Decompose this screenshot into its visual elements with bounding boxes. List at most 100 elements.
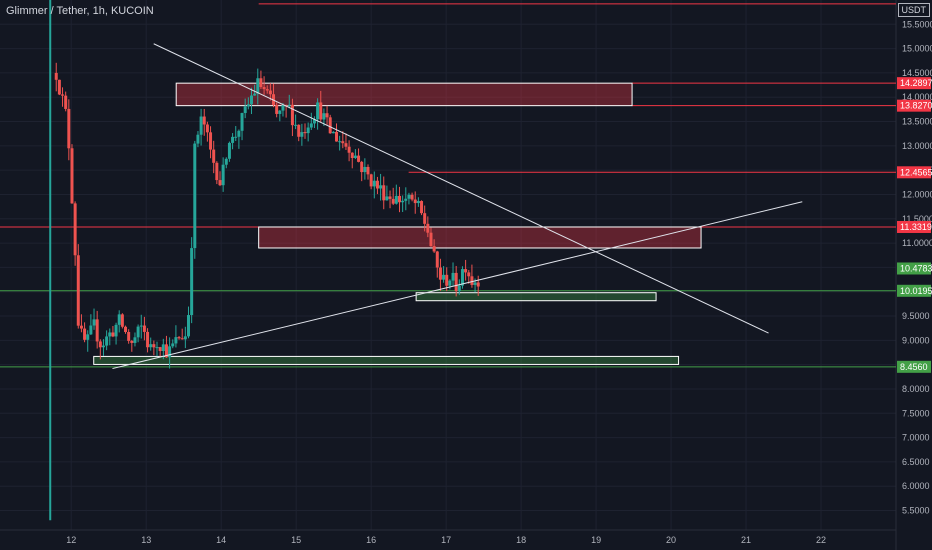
x-tick-label: 12 (66, 535, 76, 545)
candle-body (168, 346, 172, 358)
candle-body (67, 108, 71, 149)
candle-body (253, 93, 257, 96)
candle-body (161, 344, 165, 352)
x-tick-label: 20 (666, 535, 676, 545)
candle-body (54, 72, 58, 80)
price-label-bg (897, 77, 931, 90)
candle-body (158, 347, 162, 352)
candle-body (347, 146, 351, 153)
candle-body (127, 331, 131, 341)
zone-box-red (175, 82, 633, 107)
candle-body (331, 131, 335, 134)
candle-body (193, 143, 197, 249)
symbol-title: Glimmer / Tether, 1h, KUCOIN (6, 5, 154, 17)
candle-body (190, 248, 194, 316)
candle-body (372, 180, 376, 187)
candle-body (86, 334, 90, 340)
candle-body (303, 132, 307, 134)
price-label: 13.8270 (900, 101, 932, 111)
candle-body (124, 326, 128, 332)
trendline (153, 43, 769, 334)
candle-body (183, 336, 187, 340)
candle-body (335, 131, 339, 142)
candle-body (221, 164, 225, 186)
price-label-bg (897, 220, 931, 233)
candle-body (268, 90, 272, 95)
y-tick-label: 6.5000 (902, 457, 930, 467)
candle-body (404, 198, 408, 201)
currency-badge[interactable]: USDT (897, 3, 930, 17)
candle-body (205, 124, 209, 133)
candle-body (388, 196, 392, 199)
y-tick-label: 13.5000 (902, 117, 932, 127)
price-label-bg (897, 99, 931, 112)
y-tick-label: 7.5000 (902, 408, 930, 418)
candle-body (363, 166, 367, 173)
candle-body (287, 104, 291, 106)
candle-body (259, 78, 263, 88)
candle-body (278, 110, 282, 114)
candle-body (240, 113, 244, 131)
candle-body (164, 344, 168, 358)
x-tick-label: 21 (741, 535, 751, 545)
candle-body (101, 345, 105, 348)
x-tick-label: 18 (516, 535, 526, 545)
candle-body (476, 282, 480, 287)
y-tick-label: 15.5000 (902, 19, 932, 29)
candle-body (246, 104, 250, 107)
candle-body (423, 213, 427, 224)
candle-body (120, 314, 124, 327)
candle-body (379, 185, 383, 189)
candle-body (426, 223, 430, 233)
candle-body (401, 200, 405, 203)
x-tick-label: 14 (216, 535, 226, 545)
candle-body (448, 280, 452, 286)
y-tick-label: 8.0000 (902, 384, 930, 394)
y-tick-label: 11.5000 (902, 214, 932, 224)
candle-body (319, 102, 323, 120)
candle-body (224, 158, 228, 165)
candle-body (108, 332, 112, 337)
trendline (112, 201, 803, 370)
candle-body (357, 155, 361, 162)
candle-body (243, 106, 247, 114)
candle-body (61, 94, 65, 96)
candle-body (328, 117, 332, 134)
candle-body (338, 141, 342, 143)
x-tick-label: 22 (816, 535, 826, 545)
candle-body (275, 104, 279, 114)
candle-body (79, 325, 83, 329)
candle-body (218, 180, 222, 186)
candle-body (227, 142, 231, 159)
candle-body (309, 123, 313, 128)
x-tick-label: 15 (291, 535, 301, 545)
candle-body (470, 276, 474, 285)
zone-box-green (93, 355, 680, 365)
candle-body (111, 332, 115, 337)
candle-body (64, 95, 68, 109)
candle-body (237, 130, 241, 137)
price-label-bg (897, 360, 931, 373)
candle-body (146, 331, 150, 348)
candle-body (83, 328, 87, 340)
candle-body (294, 124, 298, 126)
candle-body (300, 132, 304, 137)
y-tick-label: 15.0000 (902, 44, 932, 54)
candle-body (186, 315, 190, 337)
price-label-bg (897, 166, 931, 179)
zone-box-red (258, 226, 702, 249)
candle-body (442, 274, 446, 280)
candle-body (290, 104, 294, 126)
candle-body (382, 185, 386, 201)
candle-body (397, 195, 401, 203)
candle-body (89, 325, 93, 335)
candle-body (95, 319, 99, 342)
zone-box-green (415, 292, 657, 302)
candle-body (171, 343, 175, 347)
candle-body (420, 201, 424, 214)
price-label: 8.4560 (900, 362, 928, 372)
candle-body (325, 113, 329, 118)
candle-body (155, 347, 159, 349)
y-tick-label: 7.0000 (902, 433, 930, 443)
